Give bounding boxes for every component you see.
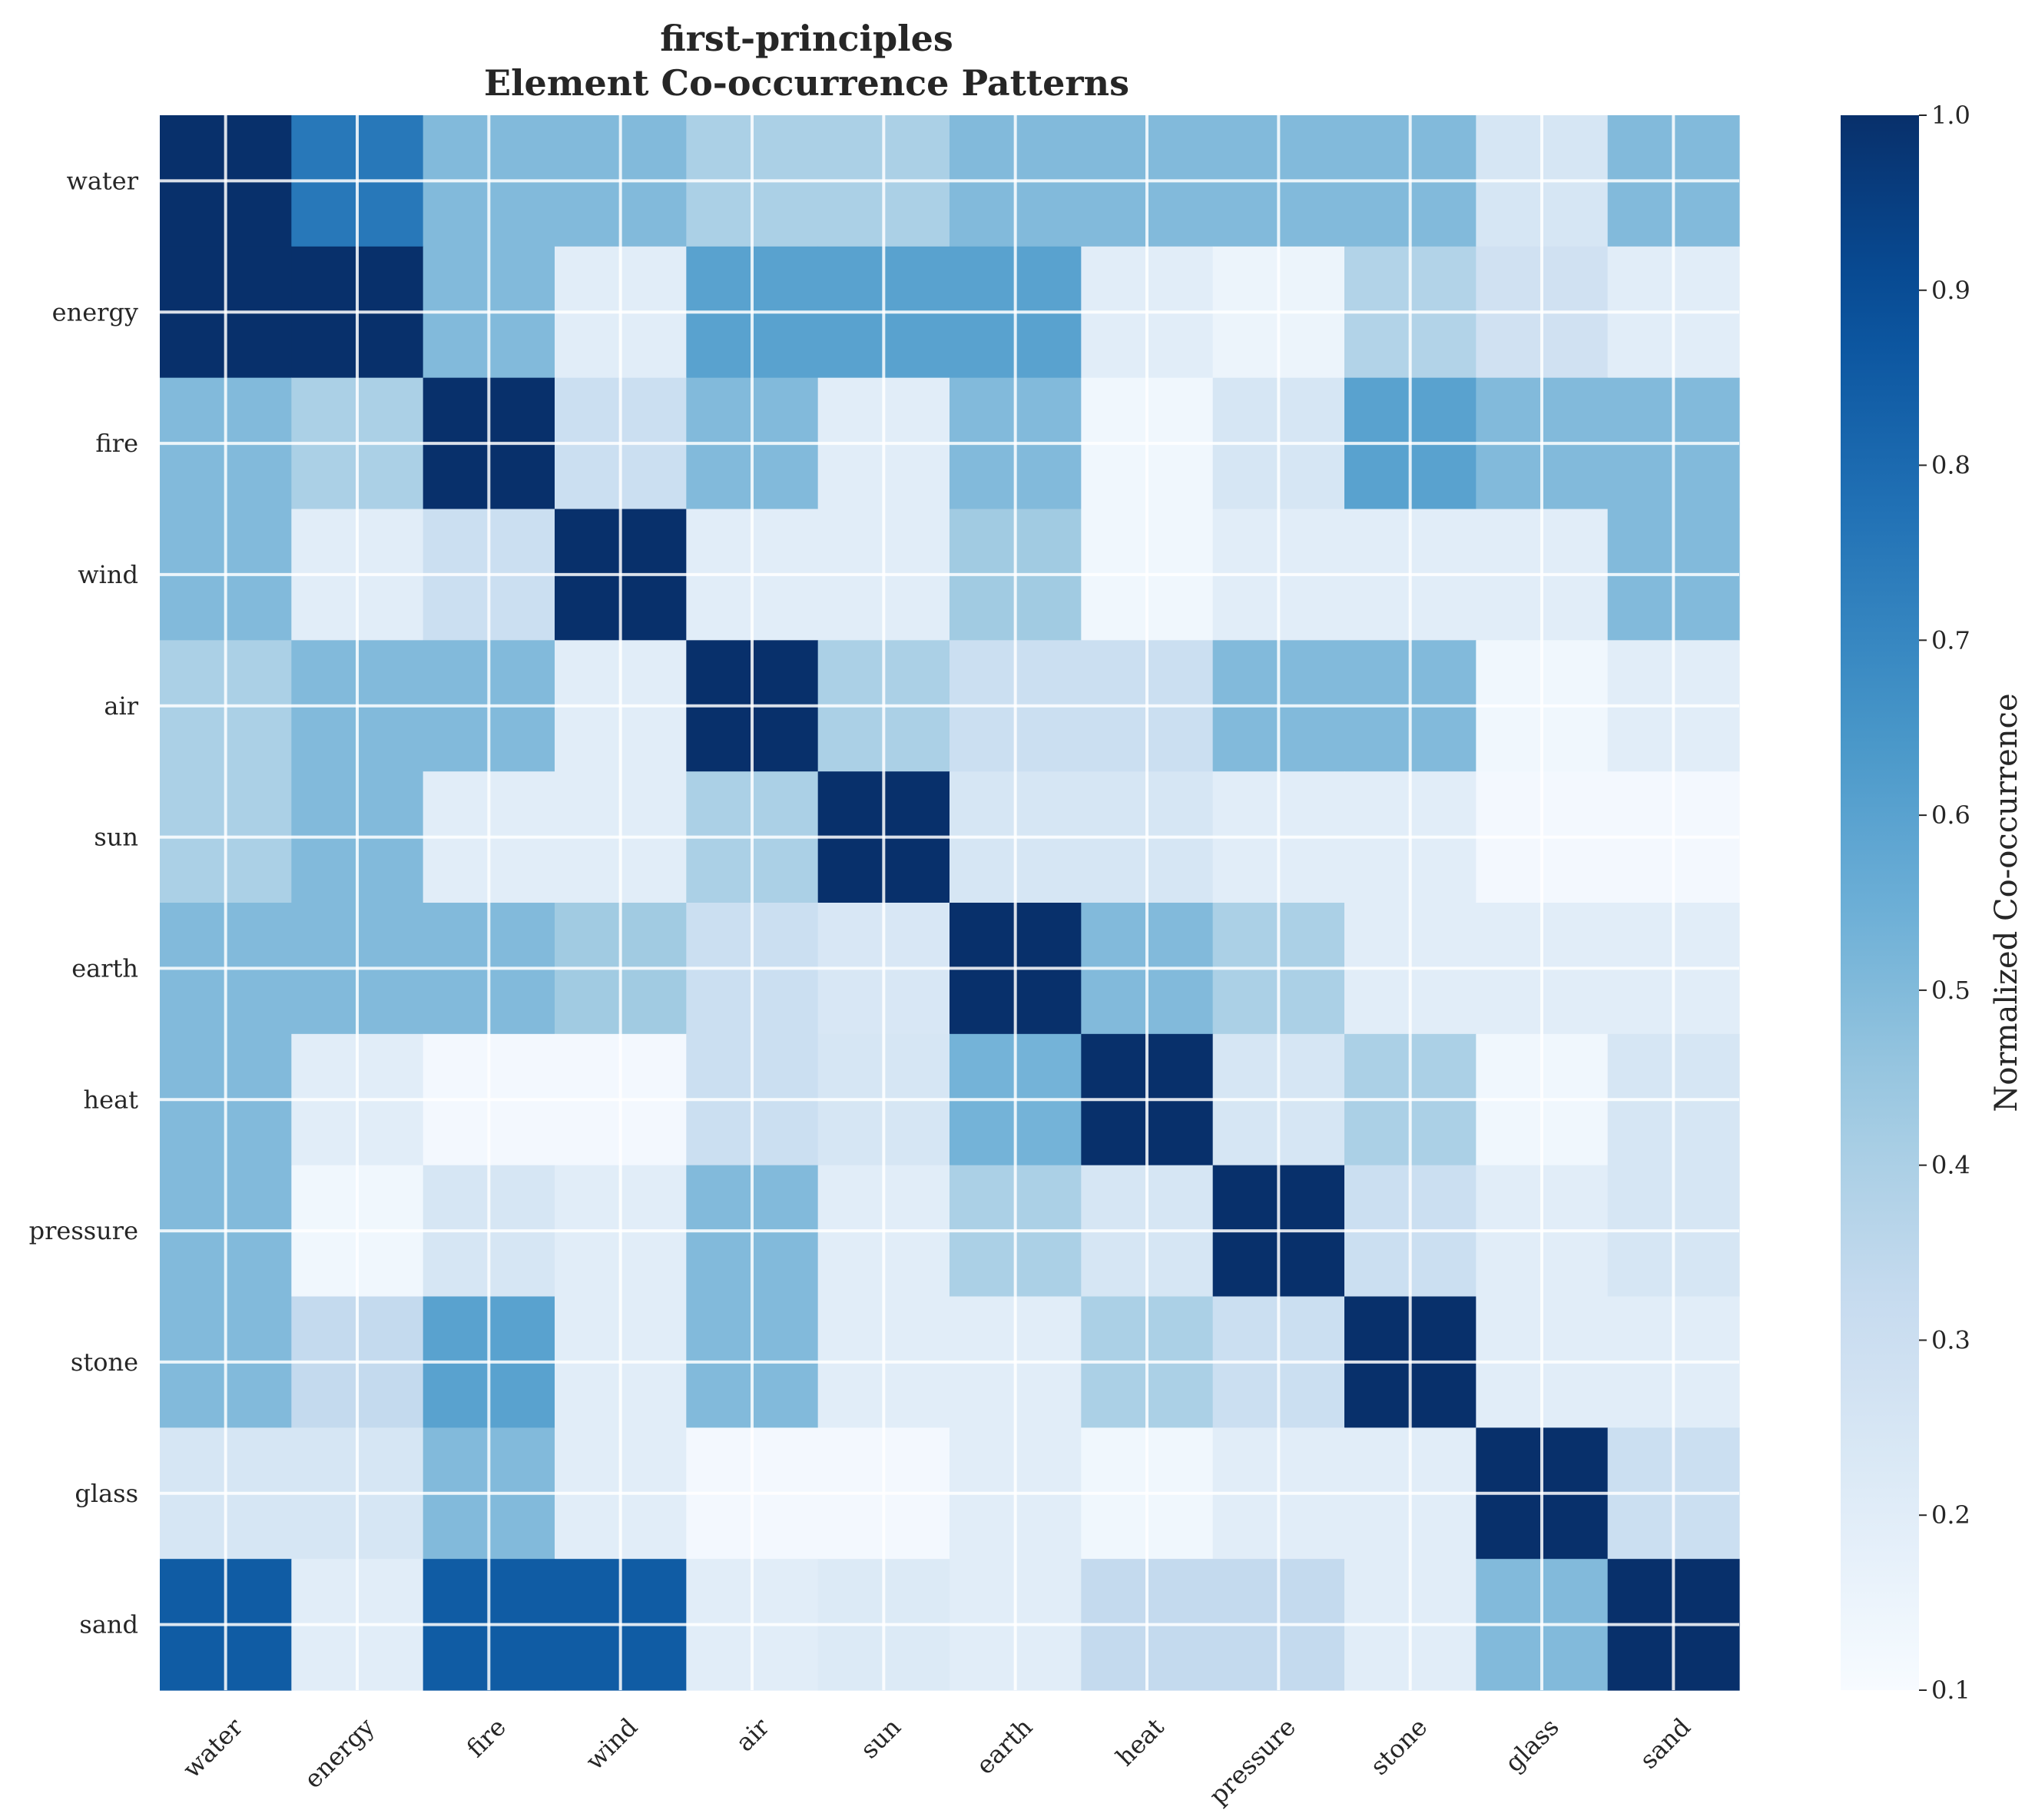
chart-title: first-principles (660, 18, 953, 59)
y-tick-label-water: water (66, 166, 138, 195)
y-tick-label-pressure: pressure (29, 1216, 138, 1245)
colorbar-tick-label: 0.7 (1931, 625, 1970, 655)
colorbar-tick-label: 0.9 (1931, 276, 1970, 305)
y-tick-label-glass: glass (75, 1479, 138, 1508)
colorbar-tick-label: 0.1 (1931, 1676, 1970, 1705)
colorbar-tick-label: 0.3 (1931, 1325, 1970, 1354)
x-tick-label-sun: sun (854, 1712, 906, 1765)
x-tick-label-stone: stone (1364, 1712, 1433, 1781)
y-tick-label-earth: earth (71, 953, 138, 983)
x-tick-label-energy: energy (298, 1712, 379, 1794)
x-tick-label-air: air (730, 1712, 775, 1757)
colorbar-tick-label: 0.2 (1931, 1500, 1970, 1530)
chart-subtitle: Element Co-occurrence Patterns (484, 62, 1129, 104)
colorbar-tick-label: 0.4 (1931, 1151, 1970, 1180)
x-tick-label-pressure: pressure (1203, 1712, 1301, 1811)
x-tick-label-glass: glass (1499, 1712, 1564, 1778)
colorbar-tick-label: 0.5 (1931, 976, 1970, 1005)
y-tick-label-stone: stone (71, 1348, 138, 1377)
colorbar (1841, 115, 1919, 1690)
y-tick-label-air: air (104, 691, 138, 721)
colorbar-ticks: 0.1 0.2 0.3 0.4 0.5 0.6 0.7 0.8 0.9 1.0 (1919, 101, 1970, 1705)
y-tick-label-fire: fire (95, 429, 138, 458)
colorbar-tick-label: 0.8 (1931, 451, 1970, 480)
x-tick-label-sand: sand (1634, 1712, 1696, 1775)
y-tick-labels: water energy fire wind air sun earth heat pressu… (29, 166, 139, 1639)
y-tick-label-wind: wind (78, 560, 138, 589)
colorbar-label: Normalized Co-occurrence (1989, 693, 2024, 1112)
y-tick-label-energy: energy (52, 297, 138, 327)
colorbar-tick-label: 1.0 (1931, 101, 1970, 130)
y-tick-label-heat: heat (84, 1085, 139, 1114)
y-tick-label-sand: sand (79, 1610, 138, 1639)
x-tick-label-fire: fire (461, 1712, 512, 1763)
heatmap-gridlines (160, 115, 1739, 1690)
heatmap-cells (160, 115, 1740, 1691)
x-tick-label-wind: wind (580, 1712, 644, 1776)
x-tick-label-heat: heat (1110, 1712, 1170, 1772)
x-tick-labels: water energy fire wind air sun earth heat pressu… (177, 1712, 1696, 1810)
y-tick-label-sun: sun (94, 823, 138, 852)
colorbar-tick-label: 0.6 (1931, 801, 1970, 830)
x-tick-label-earth: earth (970, 1712, 1038, 1780)
x-tick-label-water: water (177, 1712, 249, 1784)
